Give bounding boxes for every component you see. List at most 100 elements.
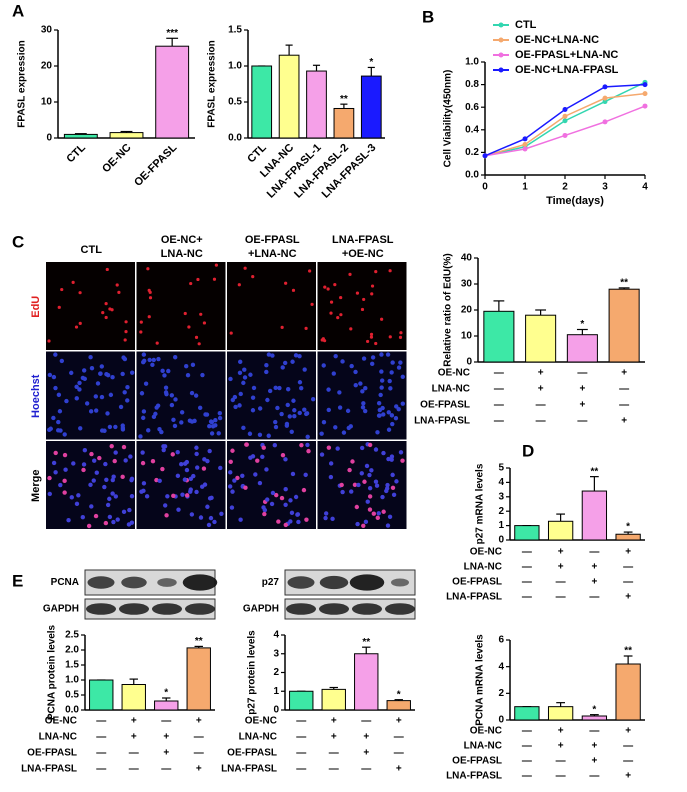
cell: [115, 517, 120, 522]
micrograph: [46, 262, 135, 350]
cell: [340, 489, 345, 495]
cell: [354, 504, 360, 510]
y-tick-label: 0: [498, 715, 504, 726]
cell: [146, 267, 150, 271]
cell: [387, 514, 393, 519]
cell: [53, 450, 58, 456]
y-tick-label: 2: [498, 506, 504, 517]
cell: [138, 434, 143, 439]
cell: [163, 385, 169, 390]
cell: [94, 408, 99, 413]
cell: [62, 432, 67, 437]
blot-band: [157, 578, 177, 587]
cell: [299, 442, 304, 448]
condition-sign: +: [363, 732, 369, 743]
bar: [386, 700, 411, 711]
cell: [380, 317, 384, 321]
cell: [242, 367, 247, 372]
cell: [148, 296, 153, 300]
cell: [381, 509, 386, 514]
micrograph: [227, 262, 316, 350]
y-axis-label: FPASL expression: [17, 40, 28, 127]
cell: [290, 359, 295, 364]
cell: [160, 466, 165, 472]
cell: [146, 428, 151, 433]
condition-name: OE-FPASL: [27, 748, 77, 759]
cell: [151, 357, 156, 363]
cell: [381, 412, 386, 417]
cell: [390, 472, 395, 478]
blot-band: [391, 578, 409, 587]
cell: [363, 408, 368, 414]
cell: [289, 429, 294, 434]
cell: [251, 275, 255, 279]
cell: [121, 444, 127, 450]
cell: [78, 321, 82, 326]
condition-sign: +: [625, 547, 631, 558]
cell: [94, 470, 99, 475]
cell: [257, 406, 263, 411]
condition-sign: —: [494, 400, 504, 411]
cell: [374, 270, 378, 274]
cell: [257, 432, 263, 437]
x-tick-label: 4: [642, 182, 648, 193]
cell: [396, 365, 402, 370]
y-axis-label: PCNA protein levels: [47, 624, 58, 720]
y-tick-label: 20: [461, 305, 473, 316]
condition-sign: —: [96, 716, 106, 727]
cell: [326, 445, 332, 450]
blot-band: [286, 603, 316, 615]
y-tick-label: 0.5: [65, 690, 79, 701]
condition-sign: +: [625, 592, 631, 603]
x-tick-label: 2: [562, 182, 568, 193]
condition-sign: —: [329, 764, 339, 775]
cell: [62, 452, 68, 458]
cell: [385, 352, 391, 357]
condition-sign: +: [591, 756, 597, 767]
condition-sign: —: [522, 577, 532, 588]
cell: [74, 384, 79, 389]
cell: [359, 471, 364, 476]
blot-band: [182, 574, 218, 591]
cell: [297, 410, 302, 416]
cell: [121, 509, 127, 515]
y-axis-label: p27 mRNA levels: [475, 463, 486, 544]
image-column-label: LNA-NC: [161, 248, 203, 260]
condition-sign: —: [589, 771, 599, 782]
micrograph: [136, 441, 226, 529]
cell: [111, 474, 116, 479]
cell: [205, 504, 210, 509]
condition-name: OE-FPASL: [452, 756, 502, 767]
cell: [64, 398, 69, 404]
cell: [88, 409, 94, 414]
cell: [326, 287, 330, 291]
cell: [379, 385, 384, 390]
condition-sign: —: [394, 732, 404, 743]
cell: [369, 335, 374, 339]
cell: [363, 386, 368, 391]
cell: [377, 407, 382, 413]
x-axis-label: Time(days): [546, 195, 604, 207]
cell: [367, 485, 373, 491]
cell: [76, 493, 81, 498]
cell: [143, 381, 149, 386]
cell: [398, 335, 403, 339]
cell: [362, 479, 367, 484]
cell: [175, 473, 181, 479]
cell: [255, 458, 260, 463]
cell: [163, 390, 169, 395]
cell: [123, 338, 127, 342]
bar: [321, 688, 346, 711]
cell: [173, 397, 178, 402]
cell: [103, 461, 108, 467]
condition-sign: +: [396, 764, 402, 775]
cell: [104, 302, 108, 306]
legend-label: CTL: [515, 19, 537, 31]
cell: [388, 269, 392, 273]
cell: [386, 456, 391, 462]
cell: [197, 342, 201, 346]
y-tick-label: 10: [461, 331, 473, 342]
legend-marker: [498, 22, 504, 28]
cell: [350, 459, 355, 464]
cell: [339, 295, 343, 300]
